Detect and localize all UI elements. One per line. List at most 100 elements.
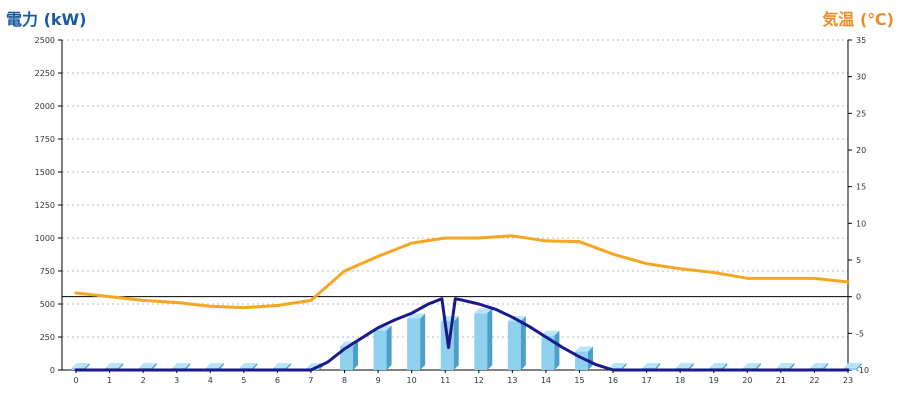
x-tick-label: 16 [608,376,618,385]
right-tick-label: 35 [856,36,866,45]
x-tick-label: 6 [275,376,280,385]
right-axis-title: 気温 (℃) [822,10,894,29]
x-tick-label: 3 [174,376,179,385]
power-bar-side [621,363,627,370]
power-bar-side [722,363,728,370]
power-bar [507,316,526,370]
power-bar-top [709,363,728,368]
power-bar-top [172,363,191,368]
x-tick-label: 19 [709,376,719,385]
power-bar-top [239,363,258,368]
power-bar-side [688,363,694,370]
power-bar-side [285,363,291,370]
x-tick-label: 14 [541,376,551,385]
power-bar-side [118,363,124,370]
x-tick-label: 7 [308,376,313,385]
power-bar-side [84,363,90,370]
right-tick-label: 30 [856,73,866,82]
power-bar-front [373,330,387,370]
power-bar-top [843,363,862,368]
power-bar-front [843,368,857,370]
power-bar [340,341,359,370]
power-bar-top [474,308,493,314]
power-bar-front [407,318,421,370]
power-bar-side [353,341,359,370]
x-tick-label: 20 [742,376,752,385]
power-bar-side [487,308,493,370]
power-bar [843,363,862,370]
power-bar-side [789,363,795,370]
power-bar-top [675,363,694,368]
power-line [74,297,850,372]
power-bar-side [453,316,459,370]
power-bar-top [138,363,157,368]
power-bar-side [386,325,392,370]
left-tick-label: 500 [40,300,55,309]
left-tick-label: 0 [50,366,55,375]
x-tick-label: 12 [474,376,484,385]
power-bar [373,325,392,370]
temperature-line [74,234,850,310]
right-tick-label: 20 [856,146,866,155]
power-bar-front [340,346,354,370]
x-tick-label: 23 [843,376,853,385]
right-tick-label: 15 [856,183,866,192]
left-tick-label: 2250 [35,69,55,78]
left-tick-label: 1250 [35,201,55,210]
right-tick-label: 5 [856,256,861,265]
power-bar-side [655,363,661,370]
left-tick-label: 1750 [35,135,55,144]
power-bar-top [776,363,795,368]
power-bar-top [608,363,627,368]
x-tick-label: 1 [107,376,112,385]
power-bar-top [105,363,124,368]
x-tick-label: 8 [342,376,347,385]
x-tick-label: 18 [675,376,685,385]
power-bar-top [205,363,224,368]
power-bar-top [574,346,593,352]
x-tick-label: 11 [440,376,450,385]
x-tick-label: 9 [376,376,381,385]
power-bar-side [218,363,224,370]
labels-layer: 02505007501000125015001750200022502500-1… [35,36,869,385]
power-bar-front [474,313,488,370]
right-tick-label: 0 [856,293,861,302]
power-bar-top [742,363,761,368]
left-tick-label: 250 [40,333,55,342]
left-axis-title: 電力 (kW) [6,10,87,29]
right-tick-label: -5 [856,329,864,338]
power-bar-top [272,363,291,368]
power-bar [474,308,493,370]
x-tick-label: 2 [141,376,146,385]
power-bar-side [420,313,426,370]
x-tick-label: 17 [642,376,652,385]
right-tick-label: 10 [856,219,866,228]
x-tick-label: 22 [809,376,819,385]
right-tick-label: 25 [856,109,866,118]
lines-layer [74,234,850,372]
power-bar-side [252,363,258,370]
left-tick-label: 1000 [35,234,55,243]
left-tick-label: 2000 [35,102,55,111]
power-bar-side [554,330,560,370]
power-bar-top [71,363,90,368]
x-tick-label: 13 [507,376,517,385]
power-bar-side [151,363,157,370]
left-tick-label: 1500 [35,168,55,177]
x-tick-label: 15 [574,376,584,385]
x-tick-label: 4 [208,376,213,385]
power-bar-front [507,321,521,370]
power-bar-side [755,363,761,370]
power-bar-top [541,330,560,336]
x-tick-label: 10 [407,376,417,385]
grid-layer [62,39,848,338]
power-bar-side [520,316,526,370]
x-tick-label: 0 [73,376,78,385]
power-bar-top [642,363,661,368]
x-tick-label: 21 [776,376,786,385]
power-bar-side [185,363,191,370]
power-bar [407,313,426,370]
left-tick-label: 750 [40,267,55,276]
x-tick-label: 5 [241,376,246,385]
